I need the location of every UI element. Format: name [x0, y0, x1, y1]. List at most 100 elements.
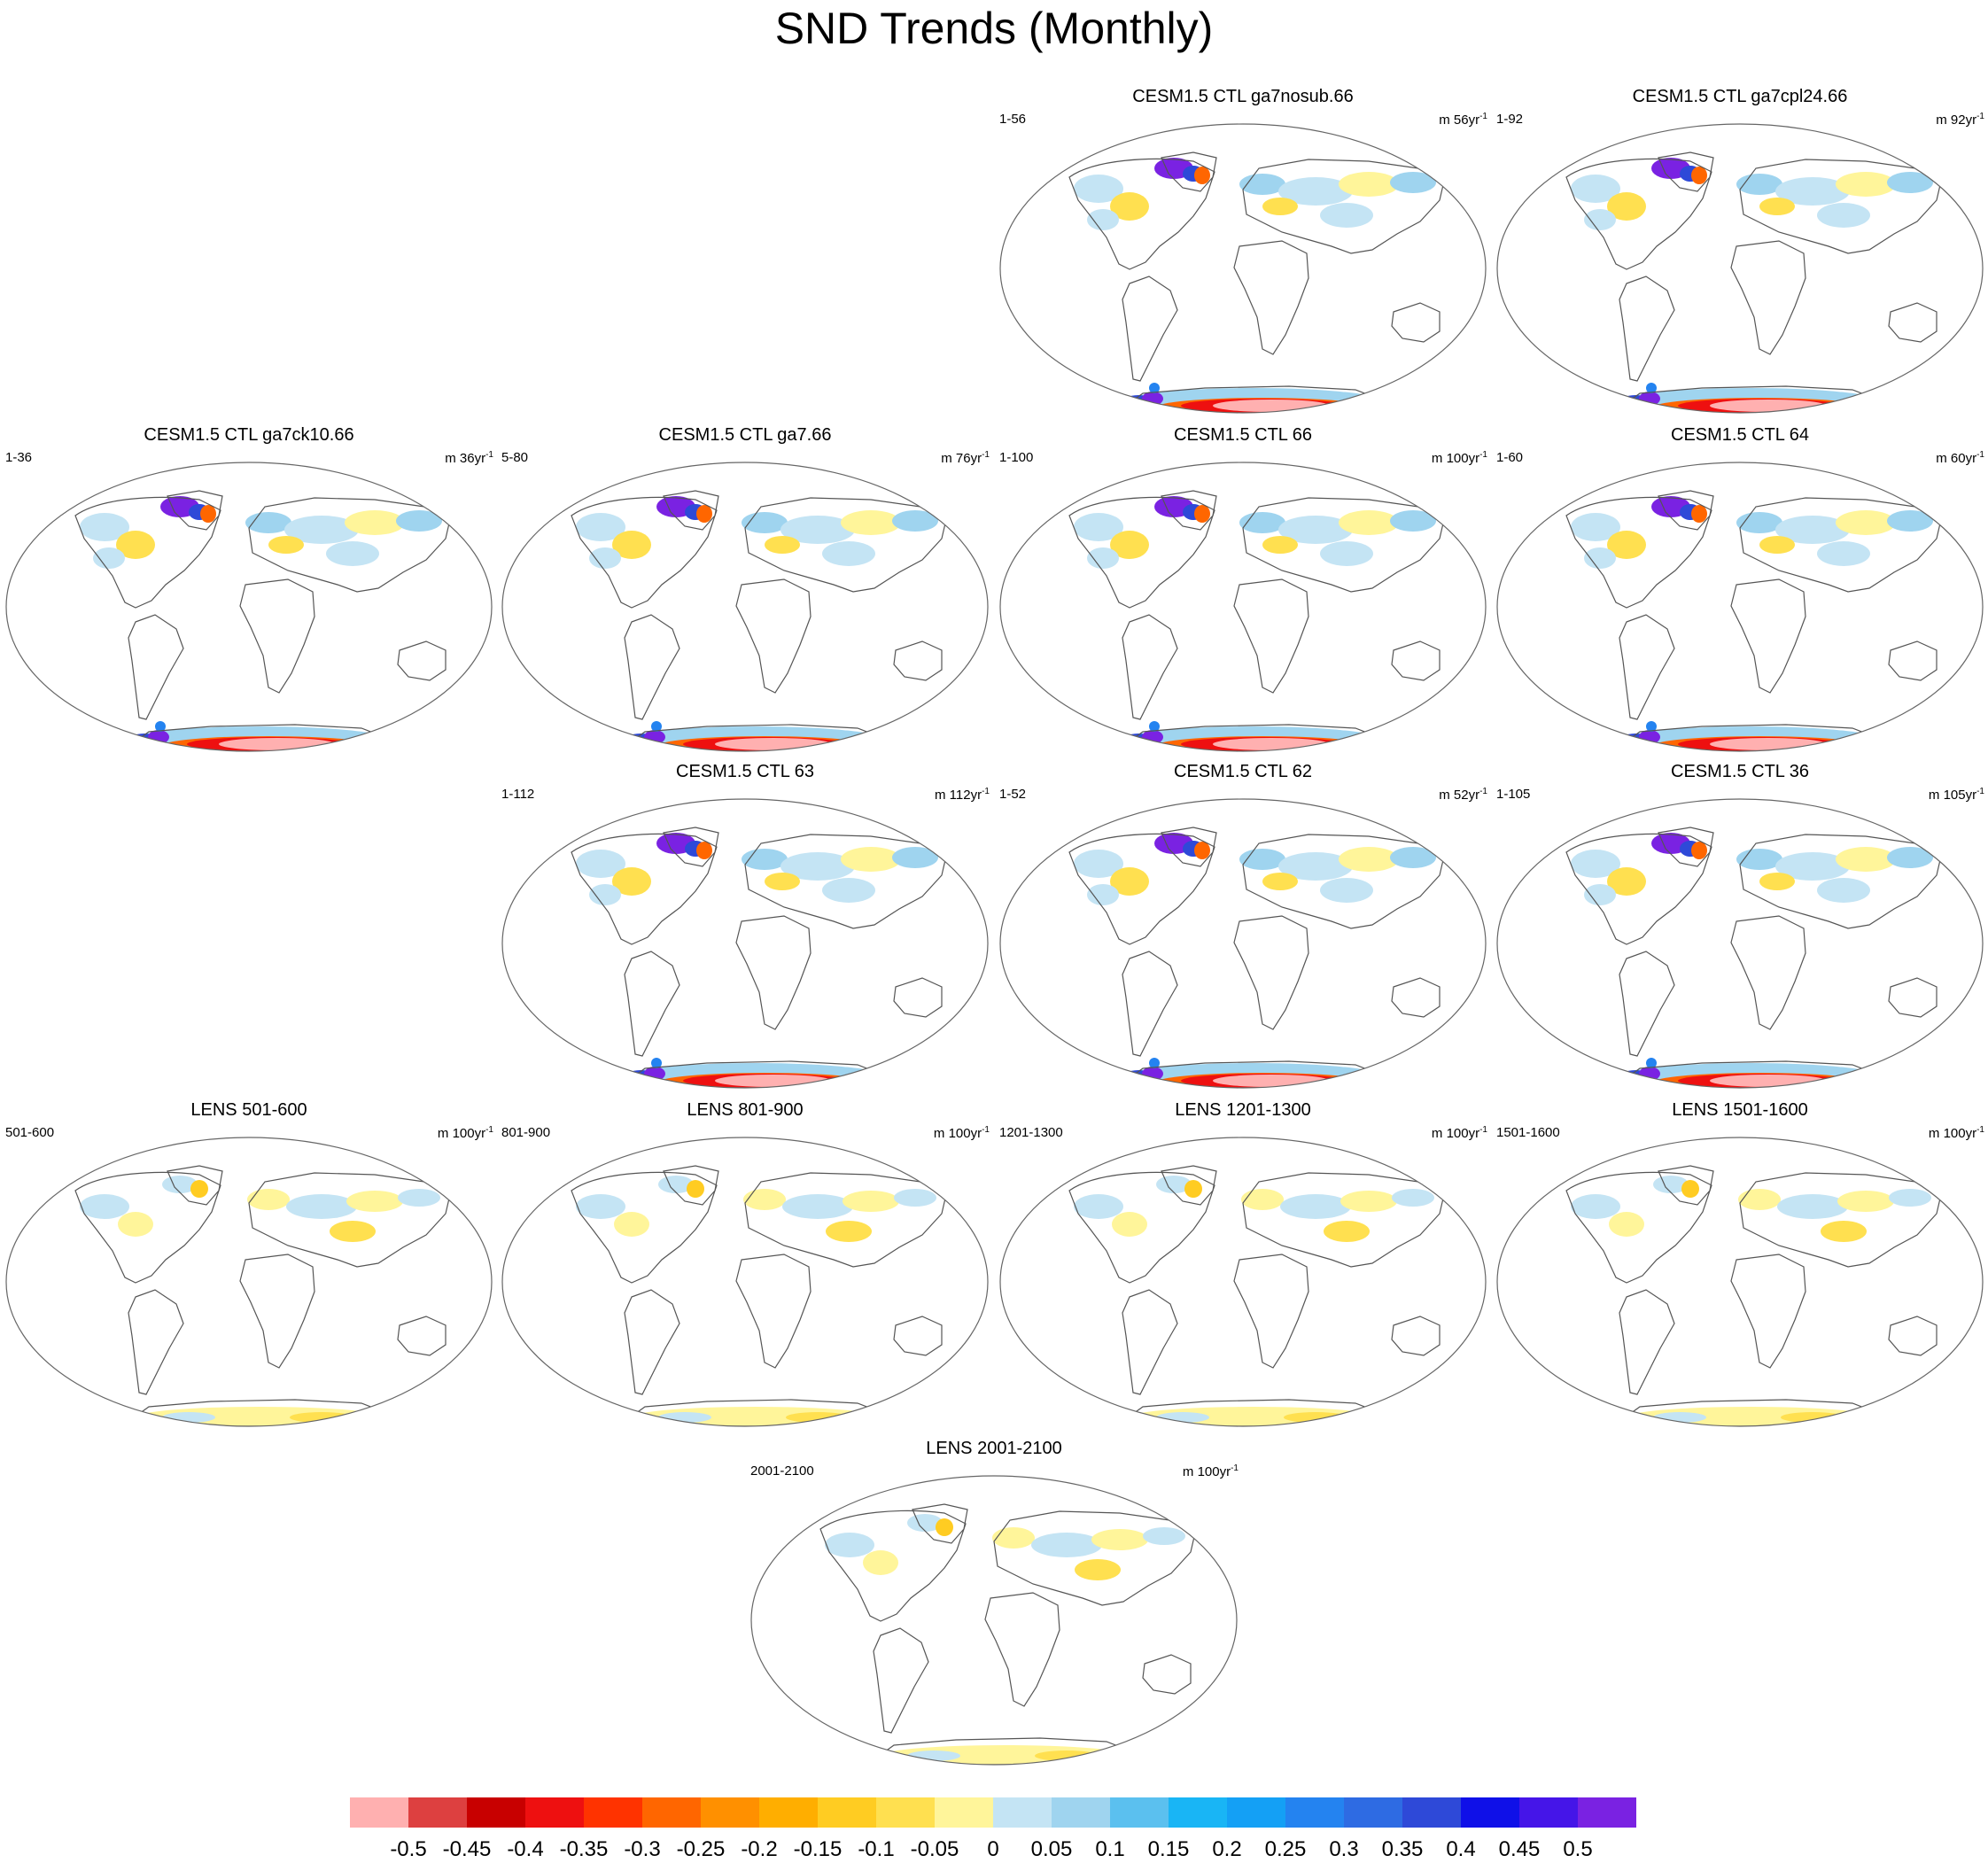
panel-title: CESM1.5 CTL ga7.66: [658, 425, 832, 445]
eurasia-outline: [1739, 497, 1943, 593]
antarctica-outline: [126, 1399, 393, 1426]
trend-patch: [1759, 873, 1795, 890]
south-america-outline: [1619, 951, 1675, 1057]
year-range-label: 1-60: [1496, 450, 1524, 465]
trend-patch: [826, 1221, 872, 1242]
trend-patch: [1571, 175, 1620, 203]
unit-text: m 60yr: [1936, 451, 1977, 466]
colorbar-bin: [408, 1797, 467, 1828]
trend-patch: [589, 884, 621, 905]
unit-exponent: -1: [1479, 1125, 1487, 1135]
year-range-label: 1-112: [501, 787, 535, 802]
trend-patch: [1691, 842, 1707, 859]
unit-text: m 100yr: [1182, 1464, 1231, 1479]
trend-patch: [687, 1180, 704, 1198]
greenland-outline: [167, 1165, 223, 1206]
trend-patch: [1035, 1750, 1099, 1761]
trend-patch: [1149, 1058, 1160, 1068]
year-range-label: 1-36: [5, 450, 33, 465]
world-map: [501, 798, 989, 1089]
trend-patch: [1110, 531, 1149, 559]
north-america-outline: [1068, 496, 1215, 609]
trend-patch: [1091, 1529, 1148, 1550]
trend-patch: [1339, 847, 1399, 872]
trend-patch: [1087, 209, 1119, 230]
trend-patch: [398, 1189, 440, 1207]
trend-patch: [765, 873, 800, 890]
colorbar-tick-label: -0.05: [910, 1837, 959, 1861]
map-border: [5, 1137, 493, 1427]
trend-patch: [765, 536, 800, 554]
trend-patch: [843, 1191, 899, 1212]
colorbar: [350, 1797, 1636, 1828]
south-america-outline: [624, 614, 680, 720]
south-america-outline: [1619, 1289, 1675, 1395]
unit-exponent: -1: [485, 450, 493, 460]
trend-patch: [1609, 1212, 1644, 1237]
unit-label: m 56yr-1: [1439, 109, 1487, 128]
trend-patch: [892, 847, 938, 868]
unit-exponent: -1: [1479, 112, 1487, 121]
south-america-outline: [1122, 276, 1178, 382]
australia-outline: [397, 1316, 447, 1356]
panel-title: LENS 501-600: [190, 1100, 307, 1120]
trend-patch: [1213, 400, 1330, 412]
panel-title: CESM1.5 CTL 63: [676, 762, 814, 781]
trend-patch: [1738, 1189, 1781, 1210]
unit-exponent: -1: [1976, 450, 1984, 460]
map-panel: LENS 2001-2100 2001-2100 m 100yr-1: [748, 1437, 1240, 1774]
north-america-outline: [1565, 158, 1712, 270]
trend-patch: [1262, 536, 1298, 554]
map-border: [999, 123, 1487, 414]
year-range-label: 801-900: [501, 1125, 551, 1140]
eurasia-outline: [1242, 497, 1446, 593]
africa-outline: [735, 1254, 812, 1369]
world-map: [1496, 798, 1984, 1089]
trend-patch: [715, 1075, 832, 1087]
trend-patch: [1607, 531, 1646, 559]
panel-title: CESM1.5 CTL 36: [1671, 762, 1809, 781]
map-border: [5, 462, 493, 752]
trend-patch: [1837, 1191, 1894, 1212]
greenland-outline: [1161, 1165, 1217, 1206]
map-panel: CESM1.5 CTL ga7cpl24.66 1-92 m 92yr-1: [1494, 85, 1986, 422]
trend-patch: [576, 850, 625, 878]
trend-patch: [1775, 177, 1850, 206]
trend-patch: [1355, 399, 1383, 413]
trend-patch: [247, 1189, 290, 1210]
trend-patch: [780, 852, 855, 881]
unit-label: m 52yr-1: [1439, 784, 1487, 803]
trend-patch: [992, 1527, 1035, 1549]
world-map: [5, 1137, 493, 1427]
trend-patch: [1284, 1412, 1347, 1423]
north-america-outline: [1565, 496, 1712, 609]
trend-patch: [841, 847, 901, 872]
colorbar-tick-label: -0.2: [741, 1837, 778, 1861]
trend-patch: [894, 1189, 936, 1207]
trend-patch: [1887, 847, 1933, 868]
trend-patch: [1087, 547, 1119, 569]
trend-patch: [116, 531, 155, 559]
unit-exponent: -1: [485, 1125, 493, 1135]
trend-patch: [881, 742, 893, 751]
trend-patch: [841, 510, 901, 535]
australia-outline: [893, 977, 943, 1018]
panel-title: LENS 1201-1300: [1175, 1100, 1311, 1120]
trend-patch: [1378, 404, 1391, 413]
trend-patch: [162, 1412, 215, 1423]
unit-exponent: -1: [1479, 787, 1487, 796]
map-border: [501, 798, 989, 1089]
colorbar-tick-label: -0.35: [559, 1837, 609, 1861]
unit-exponent: -1: [982, 450, 990, 460]
trend-patch: [155, 721, 166, 732]
trend-patch: [1149, 383, 1160, 393]
trend-patch: [268, 536, 304, 554]
trend-patch: [1112, 1212, 1147, 1237]
australia-outline: [1391, 640, 1441, 681]
trend-patch: [1390, 172, 1436, 193]
unit-text: m 112yr: [935, 788, 982, 803]
map-border: [999, 1137, 1487, 1427]
world-map: [1496, 462, 1984, 752]
unit-exponent: -1: [1976, 1125, 1984, 1135]
unit-exponent: -1: [1976, 112, 1984, 121]
